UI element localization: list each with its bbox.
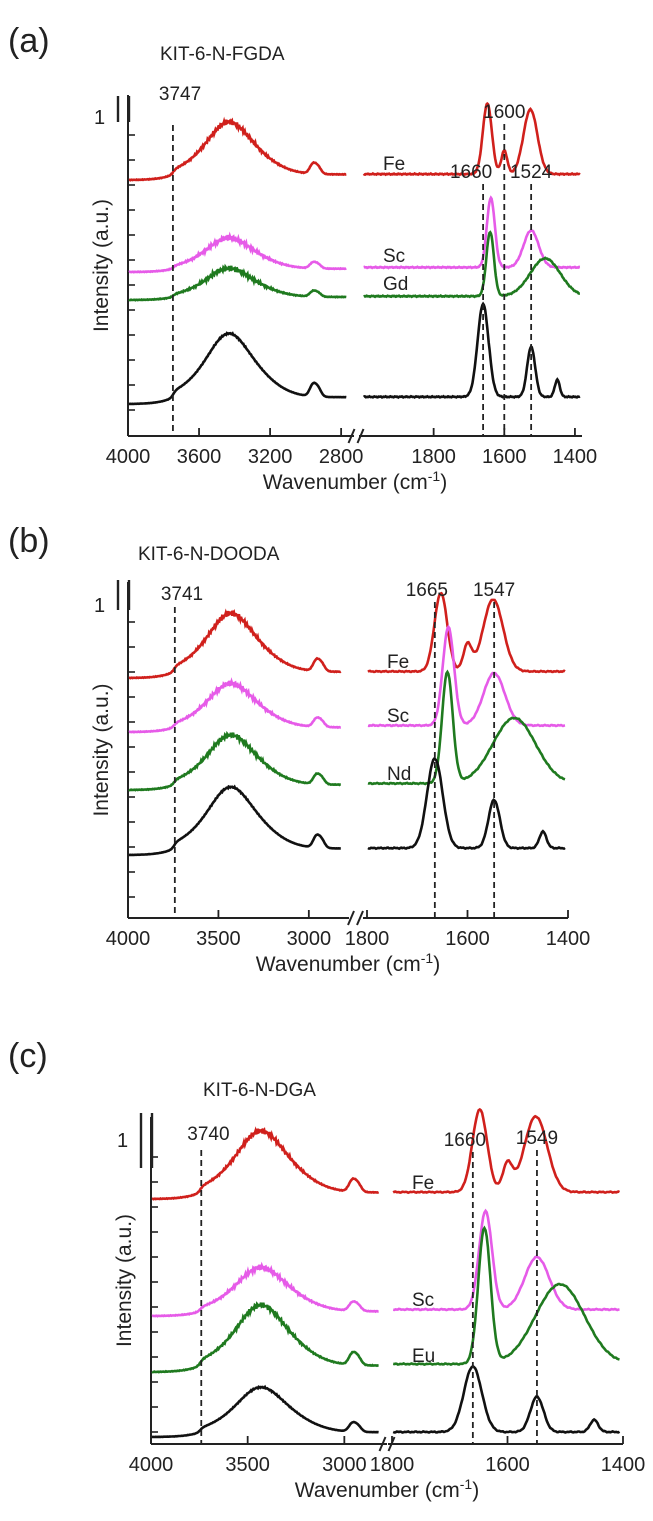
peak-label: 1600: [483, 102, 525, 123]
series-label: Eu: [412, 1346, 435, 1367]
axis-break: [347, 428, 356, 444]
peak-label: 1549: [516, 1128, 558, 1149]
series-line-right: [367, 756, 566, 851]
x-tick-label: 1600: [445, 928, 490, 950]
series-label: Gd: [383, 274, 408, 295]
peak-label: 3740: [187, 1124, 229, 1145]
panel-a: (a) KIT-6-N-FGDA 1 Intensity (a.u.) 4000 3600…: [8, 22, 597, 494]
x-tick-label: 1600: [482, 446, 527, 468]
x-tick-label: 3500: [196, 928, 241, 950]
peak-label: 3747: [159, 84, 201, 105]
x-axis-title: Wavenumber (cm-1): [263, 468, 447, 494]
x-tick-label: 1400: [553, 446, 598, 468]
x-tick-label: 1800: [345, 928, 390, 950]
series-line-right: [363, 230, 580, 299]
series-line-left: [128, 784, 341, 857]
x-tick-label: 4000: [106, 928, 151, 950]
peak-label: 1660: [444, 1130, 486, 1151]
panel-letter: (c): [8, 1037, 48, 1075]
series-line-left: [128, 116, 347, 182]
series-line-left: [128, 231, 347, 274]
series-line-right: [367, 591, 566, 674]
series-line-right: [367, 624, 566, 728]
axis-break: [347, 910, 355, 926]
axis-break: [356, 428, 365, 444]
series-label: Fe: [383, 154, 405, 175]
x-tick-label: 1600: [485, 1454, 530, 1476]
x-tick-label: 3500: [225, 1454, 270, 1476]
series-line-right: [392, 1364, 621, 1434]
panel-letter: (a): [8, 22, 50, 60]
sample-title: KIT-6-N-DOODA: [138, 544, 280, 565]
x-tick-label: 1400: [546, 928, 591, 950]
x-tick-label: 4000: [106, 446, 151, 468]
series-label: Sc: [387, 706, 409, 727]
x-tick-label: 1800: [370, 1454, 415, 1476]
series-line-right: [362, 101, 581, 177]
series-line-left: [152, 1384, 379, 1439]
peak-label: 3741: [161, 584, 203, 605]
series-label: Sc: [383, 246, 405, 267]
peak-label: 1665: [406, 580, 448, 601]
series-line-left: [128, 331, 347, 406]
x-tick-label: 3600: [177, 446, 222, 468]
scale-bar-label: 1: [117, 1130, 128, 1152]
series-line-left: [128, 730, 341, 792]
x-axis-title: Wavenumber (cm-1): [295, 1476, 479, 1502]
x-tick-label: 1800: [411, 446, 456, 468]
series-line-left: [151, 1126, 380, 1201]
series-line-right: [392, 1107, 621, 1195]
series-line-left: [151, 1261, 379, 1318]
series-line-left: [128, 263, 347, 302]
series-line-left: [151, 1301, 379, 1374]
series-line-right: [362, 301, 581, 400]
x-tick-label: 1400: [601, 1454, 646, 1476]
x-tick-label: 4000: [129, 1454, 174, 1476]
series-line-left: [128, 677, 341, 734]
panel-letter: (b): [8, 522, 50, 560]
peak-label: 1547: [473, 580, 515, 601]
scale-bar-label: 1: [94, 107, 105, 129]
x-axis-title: Wavenumber (cm-1): [256, 950, 440, 976]
series-label: Fe: [387, 652, 409, 673]
x-tick-label: 3000: [322, 1454, 367, 1476]
series-label: Fe: [412, 1173, 434, 1194]
x-tick-label: 2800: [319, 446, 364, 468]
sample-title: KIT-6-N-FGDA: [160, 44, 285, 65]
peak-label: 1524: [510, 162, 553, 183]
y-axis-title: Intensity (a.u.): [90, 199, 113, 332]
series-line-right: [367, 669, 566, 786]
y-axis-title: Intensity (a.u.): [90, 683, 113, 816]
y-axis-title: Intensity (a.u.): [113, 1214, 136, 1347]
x-tick-label: 3000: [287, 928, 332, 950]
series-label: Nd: [387, 764, 411, 785]
x-tick-label: 3200: [248, 446, 293, 468]
panel-c: (c) KIT-6-N-DGA 1 Intensity (a.u.) 4000 3500 3…: [8, 1037, 645, 1502]
peak-label: 1660: [450, 162, 492, 183]
panel-b: (b) KIT-6-N-DOODA 1 Intensity (a.u.) 4000 350…: [8, 522, 590, 976]
series-line-right: [392, 1225, 620, 1367]
series-line-left: [128, 608, 342, 680]
series-label: Sc: [412, 1290, 434, 1311]
axis-break: [356, 910, 364, 926]
scale-bar-label: 1: [94, 595, 105, 617]
sample-title: KIT-6-N-DGA: [203, 1080, 316, 1101]
axis-break: [378, 1436, 387, 1452]
